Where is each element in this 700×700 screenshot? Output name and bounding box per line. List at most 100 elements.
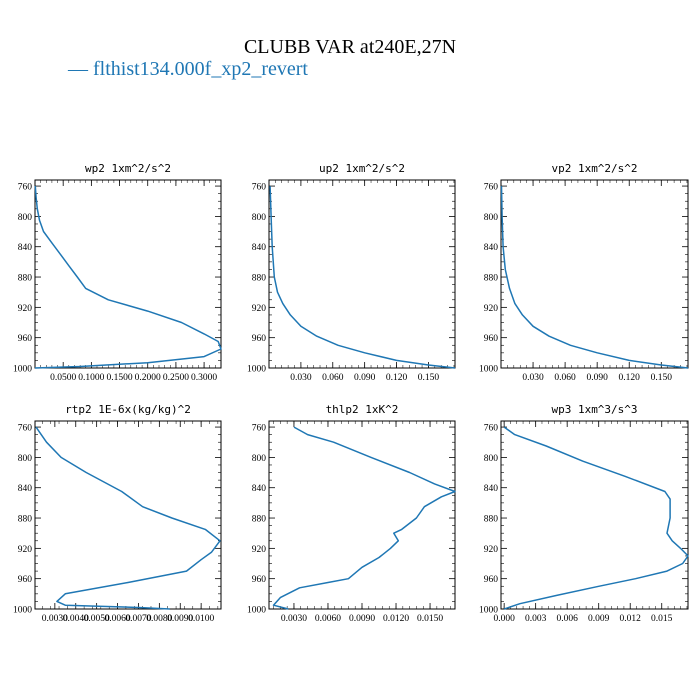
series-line: [503, 426, 689, 610]
x-tick-label: 0.0060: [104, 614, 130, 624]
subplot-title: thlp2 1xK^2: [326, 403, 399, 416]
y-tick-label: 840: [252, 484, 267, 494]
y-tick-label: 880: [484, 274, 499, 284]
subplot-title: rtp2 1E-6x(kg/kg)^2: [65, 403, 191, 416]
subplot-2: up2 1xm^2/s^2 760 800 840 880 920 960 1000 0.030…: [247, 162, 456, 383]
y-tick-label: 840: [484, 484, 499, 494]
y-tick-label: 920: [484, 545, 499, 555]
x-tick-label: 0.003: [525, 614, 547, 624]
y-tick-label: 760: [484, 183, 499, 193]
subplot-title: up2 1xm^2/s^2: [319, 162, 405, 175]
y-tick-label: 1000: [247, 606, 266, 616]
y-tick-label: 760: [18, 424, 33, 434]
x-tick-label: 0.012: [620, 614, 642, 624]
subplot-title: vp2 1xm^2/s^2: [551, 162, 637, 175]
y-tick-label: 920: [252, 304, 267, 314]
subplot-6: wp3 1xm^3/s^3 760 800 840 880 920 960 10000.000…: [479, 403, 689, 624]
axes-frame: [268, 420, 456, 610]
series-line: [269, 186, 456, 369]
subplot-5: thlp2 1xK^2 760 800 840 880 920 960 1000 0.0030 0…: [247, 403, 456, 624]
x-tick-label: 0.015: [651, 614, 673, 624]
x-tick-label: 0.150: [651, 373, 673, 383]
x-tick-label: 0.0080: [146, 614, 172, 624]
y-tick-label: 840: [252, 243, 267, 253]
x-tick-label: 0.1500: [106, 373, 132, 383]
subplot-title: wp3 1xm^3/s^3: [551, 403, 637, 416]
series-line: [272, 426, 456, 610]
x-tick-label: 0.009: [588, 614, 610, 624]
y-tick-label: 920: [484, 304, 499, 314]
y-tick-label: 960: [252, 575, 267, 585]
x-tick-label: 0.3000: [191, 373, 217, 383]
subplot-1: wp2 1xm^2/s^2 760 800 840 880 920 960 1000 0.050…: [13, 162, 222, 383]
y-tick-label: 1000: [13, 365, 32, 375]
x-tick-label: 0.0150: [417, 614, 443, 624]
x-tick-label: 0.090: [586, 373, 608, 383]
y-tick-label: 880: [252, 274, 267, 284]
series-line: [35, 426, 221, 610]
x-tick-label: 0.0090: [349, 614, 375, 624]
x-tick-label: 0.0070: [125, 614, 151, 624]
y-tick-label: 800: [18, 454, 33, 464]
x-tick-label: 0.0030: [281, 614, 307, 624]
x-tick-label: 0.0500: [50, 373, 76, 383]
x-tick-label: 0.0040: [63, 614, 89, 624]
legend-label: — flthist134.000f_xp2_revert: [68, 58, 308, 80]
y-tick-label: 1000: [247, 365, 266, 375]
series-line: [34, 186, 222, 369]
y-tick-label: 800: [252, 213, 267, 223]
y-tick-label: 800: [252, 454, 267, 464]
y-tick-label: 880: [18, 515, 33, 525]
x-tick-label: 0.0090: [167, 614, 193, 624]
y-tick-label: 920: [252, 545, 267, 555]
y-tick-label: 1000: [479, 606, 498, 616]
x-tick-label: 0.0120: [383, 614, 409, 624]
y-tick-label: 760: [18, 183, 33, 193]
x-tick-label: 0.000: [493, 614, 515, 624]
legend: — flthist134.000f_xp2_revert: [68, 58, 308, 81]
subplot-title: wp2 1xm^2/s^2: [85, 162, 171, 175]
x-tick-label: 0.090: [354, 373, 376, 383]
y-tick-label: 840: [18, 484, 33, 494]
y-tick-label: 800: [484, 213, 499, 223]
y-tick-label: 880: [252, 515, 267, 525]
x-tick-label: 0.0060: [315, 614, 341, 624]
subplot-3: vp2 1xm^2/s^2 760 800 840 880 920 960 1000 0.030…: [479, 162, 689, 383]
x-tick-label: 0.030: [290, 373, 312, 383]
x-tick-label: 0.2000: [135, 373, 161, 383]
axes-frame: [500, 179, 689, 369]
y-tick-label: 840: [484, 243, 499, 253]
x-tick-label: 0.0030: [42, 614, 68, 624]
y-tick-label: 760: [484, 424, 499, 434]
axes-frame: [34, 179, 222, 369]
series-line: [500, 186, 689, 369]
x-tick-label: 0.030: [522, 373, 544, 383]
y-tick-label: 1000: [479, 365, 498, 375]
x-tick-label: 0.2500: [163, 373, 189, 383]
y-tick-label: 1000: [13, 606, 32, 616]
x-tick-label: 0.060: [322, 373, 344, 383]
y-tick-label: 960: [484, 334, 499, 344]
x-tick-label: 0.150: [418, 373, 440, 383]
y-tick-label: 840: [18, 243, 33, 253]
x-tick-label: 0.1000: [78, 373, 104, 383]
y-tick-label: 920: [18, 545, 33, 555]
x-tick-label: 0.120: [386, 373, 408, 383]
y-tick-label: 880: [18, 274, 33, 284]
x-tick-label: 0.0100: [188, 614, 214, 624]
y-tick-label: 960: [252, 334, 267, 344]
axes-frame: [500, 420, 689, 610]
subplot-4: rtp2 1E-6x(kg/kg)^2 760 800 840 880 920 960 100…: [13, 403, 222, 624]
axes-frame: [34, 420, 222, 610]
y-tick-label: 960: [18, 575, 33, 585]
x-tick-label: 0.120: [619, 373, 641, 383]
y-tick-label: 760: [252, 183, 267, 193]
y-tick-label: 760: [252, 424, 267, 434]
y-tick-label: 960: [484, 575, 499, 585]
y-tick-label: 920: [18, 304, 33, 314]
figure-title: CLUBB VAR at240E,27N: [243, 36, 457, 58]
y-tick-label: 800: [484, 454, 499, 464]
y-tick-label: 800: [18, 213, 33, 223]
y-tick-label: 960: [18, 334, 33, 344]
